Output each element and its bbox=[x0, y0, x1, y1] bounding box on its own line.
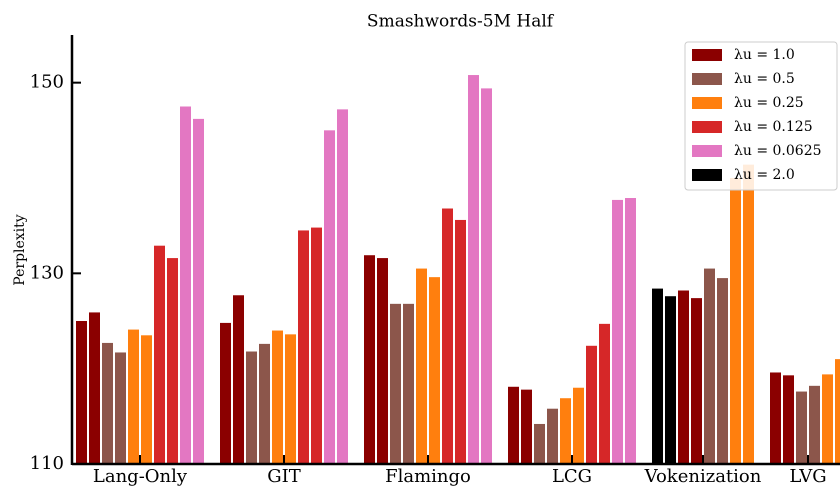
bar bbox=[586, 345, 597, 464]
bar bbox=[390, 303, 401, 464]
bar bbox=[167, 258, 178, 464]
bar bbox=[233, 295, 244, 464]
bar bbox=[76, 321, 87, 464]
bar bbox=[678, 290, 689, 464]
bar bbox=[822, 374, 833, 464]
chart-title: Smashwords-5M Half bbox=[367, 12, 555, 32]
y-axis-label: Perplexity bbox=[12, 214, 28, 285]
bar bbox=[337, 109, 348, 465]
bar bbox=[547, 408, 558, 464]
bar bbox=[796, 391, 807, 464]
bar bbox=[652, 288, 663, 464]
y-tick-label: 110 bbox=[30, 453, 64, 474]
bar bbox=[115, 352, 126, 464]
bar bbox=[573, 387, 584, 464]
bar bbox=[809, 385, 820, 464]
bar bbox=[154, 245, 165, 464]
bar bbox=[599, 323, 610, 464]
bar bbox=[704, 268, 715, 464]
x-tick-label: Lang-Only bbox=[93, 466, 188, 486]
bar bbox=[246, 351, 257, 464]
bar bbox=[770, 372, 781, 464]
legend-swatch bbox=[692, 49, 722, 61]
bar bbox=[625, 198, 636, 464]
bar bbox=[835, 359, 840, 464]
legend-swatch bbox=[692, 169, 722, 181]
x-tick-label: Flamingo bbox=[385, 466, 471, 486]
bar bbox=[717, 278, 728, 464]
bar bbox=[560, 398, 571, 464]
bar bbox=[141, 335, 152, 464]
bar bbox=[311, 227, 322, 464]
bar bbox=[508, 386, 519, 464]
legend-swatch bbox=[692, 73, 722, 85]
bar bbox=[429, 277, 440, 464]
bar bbox=[691, 298, 702, 464]
bar bbox=[89, 312, 100, 464]
bar bbox=[534, 423, 545, 464]
legend-label: λu = 0.5 bbox=[734, 71, 795, 87]
x-tick-label: LVG bbox=[789, 466, 826, 486]
bar bbox=[665, 296, 676, 464]
bar bbox=[102, 342, 113, 464]
bar bbox=[403, 303, 414, 464]
bar bbox=[285, 334, 296, 464]
y-tick-label: 130 bbox=[30, 262, 64, 283]
x-tick-label: Vokenization bbox=[644, 466, 762, 486]
bar bbox=[743, 164, 754, 465]
bar bbox=[442, 208, 453, 464]
bar bbox=[220, 322, 231, 464]
legend-label: λu = 0.125 bbox=[734, 119, 813, 135]
bar bbox=[783, 375, 794, 464]
bar bbox=[298, 230, 309, 464]
bar bbox=[364, 255, 375, 464]
bar bbox=[180, 106, 191, 464]
legend-label: λu = 1.0 bbox=[734, 47, 795, 63]
bar bbox=[377, 258, 388, 464]
bar bbox=[730, 178, 741, 464]
bar bbox=[468, 75, 479, 464]
bar bbox=[455, 219, 466, 464]
legend-swatch bbox=[692, 121, 722, 133]
bar bbox=[259, 343, 270, 464]
bar bbox=[128, 329, 139, 464]
legend: λu = 1.0 λu = 0.5 λu = 0.25 λu = 0.125 λu = … bbox=[684, 41, 838, 191]
legend-label: λu = 0.25 bbox=[734, 95, 804, 111]
legend-swatch bbox=[692, 145, 722, 157]
bar bbox=[416, 268, 427, 464]
x-tick-label: LCG bbox=[552, 466, 592, 486]
bar bbox=[481, 88, 492, 465]
legend-label: λu = 0.0625 bbox=[734, 143, 822, 159]
x-tick-label: GIT bbox=[267, 466, 301, 486]
legend-swatch bbox=[692, 97, 722, 109]
bar bbox=[612, 199, 623, 464]
bar bbox=[272, 330, 283, 464]
bar bbox=[193, 118, 204, 464]
bar bbox=[324, 130, 335, 465]
bar bbox=[521, 389, 532, 464]
y-tick-label: 150 bbox=[30, 72, 64, 93]
legend-box bbox=[684, 41, 838, 191]
legend-label: λu = 2.0 bbox=[734, 167, 795, 183]
